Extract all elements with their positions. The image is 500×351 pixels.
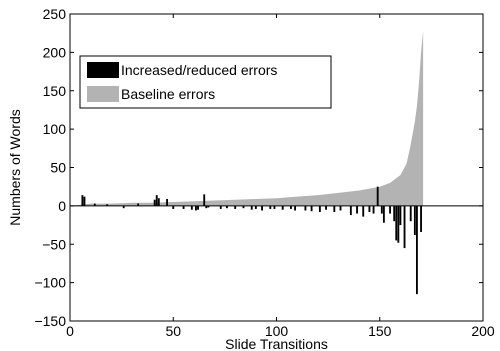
x-tick-label: 150 — [368, 323, 392, 339]
y-tick-label: 250 — [43, 6, 67, 22]
increased-reduced-bar — [106, 204, 109, 206]
y-axis-label: Numbers of Words — [7, 109, 23, 225]
increased-reduced-bar — [83, 196, 86, 206]
y-tick-label: −50 — [42, 236, 66, 252]
increased-reduced-bar — [372, 205, 375, 214]
legend-label-baseline: Baseline errors — [121, 86, 215, 102]
y-tick-label: 100 — [43, 121, 67, 137]
increased-reduced-bar — [281, 205, 284, 210]
increased-reduced-bar — [226, 205, 228, 209]
baseline-errors-area — [70, 30, 424, 206]
increased-reduced-bar — [376, 186, 379, 206]
increased-reduced-bar — [219, 205, 222, 209]
y-tick-label: 150 — [43, 83, 67, 99]
y-tick-label: 50 — [50, 160, 66, 176]
increased-reduced-bar — [155, 195, 158, 206]
increased-reduced-bar — [356, 205, 358, 214]
y-tick-label: −100 — [34, 275, 66, 291]
increased-reduced-bar — [197, 205, 199, 210]
increased-reduced-bar — [403, 205, 406, 249]
increased-reduced-bar — [413, 205, 416, 236]
increased-reduced-bar — [269, 205, 272, 209]
increased-reduced-bar — [242, 205, 245, 209]
increased-reduced-bar — [172, 205, 175, 209]
increased-reduced-bar — [397, 205, 400, 243]
increased-reduced-bar — [362, 205, 365, 217]
increased-reduced-bar — [234, 205, 237, 209]
increased-reduced-bar — [399, 205, 402, 226]
legend-box — [79, 55, 332, 109]
increased-reduced-bar — [81, 195, 84, 206]
legend-swatch-increased-reduced — [87, 62, 119, 78]
increased-reduced-bar — [250, 205, 253, 210]
y-tick-label: −150 — [34, 313, 66, 329]
increased-reduced-bar — [166, 198, 168, 206]
increased-reduced-bar — [122, 205, 125, 209]
increased-reduced-bar — [205, 205, 208, 209]
increased-reduced-bar — [339, 205, 342, 211]
axes — [69, 13, 484, 322]
increased-reduced-bar — [203, 194, 206, 206]
increased-reduced-bar — [254, 205, 257, 209]
increased-reduced-bar — [380, 205, 383, 214]
increased-reduced-bar — [395, 205, 398, 241]
x-tick-label: 200 — [471, 323, 495, 339]
increased-reduced-bar — [333, 205, 336, 213]
increased-reduced-bar — [393, 205, 396, 222]
increased-reduced-bar — [415, 205, 418, 295]
increased-reduced-bar — [195, 205, 197, 211]
increased-reduced-bar — [409, 205, 412, 222]
legend-swatch-baseline — [87, 86, 119, 102]
increased-reduced-bar — [190, 205, 193, 210]
x-tick-label: 0 — [66, 323, 74, 339]
increased-reduced-bar — [294, 205, 297, 211]
increased-reduced-bar — [304, 205, 307, 211]
x-tick-label: 50 — [165, 323, 181, 339]
increased-reduced-bar — [310, 205, 313, 212]
increased-reduced-bar — [290, 205, 292, 209]
increased-reduced-bar — [389, 205, 392, 214]
plot-area — [70, 30, 424, 295]
increased-reduced-bar — [382, 205, 385, 223]
y-tick-label: 0 — [58, 198, 66, 214]
increased-reduced-bar — [325, 205, 327, 210]
increased-reduced-bar — [420, 205, 422, 232]
y-tick-label: 200 — [43, 44, 67, 60]
increased-reduced-bar — [137, 203, 140, 206]
increased-reduced-bar — [368, 205, 371, 213]
x-axis-label: Slide Transitions — [225, 336, 328, 351]
increased-reduced-bar — [261, 205, 263, 211]
legend-label-increased-reduced: Increased/reduced errors — [121, 62, 277, 78]
increased-reduced-bar — [182, 205, 185, 209]
increased-reduced-bar — [318, 205, 321, 213]
legend: Increased/reduced errors Baseline errors — [79, 55, 332, 109]
increased-reduced-bar — [93, 203, 96, 206]
tick-labels: 0 50 100 150 200 −150 −100 −50 0 50 100 150 200 250 — [34, 6, 494, 339]
x-tick-label: 100 — [265, 323, 289, 339]
increased-reduced-bar — [157, 198, 160, 206]
increased-reduced-bar — [273, 205, 276, 209]
increased-reduced-bar — [349, 205, 352, 216]
increased-reduced-bar — [153, 199, 156, 206]
increased-reduced-bar — [207, 205, 210, 208]
